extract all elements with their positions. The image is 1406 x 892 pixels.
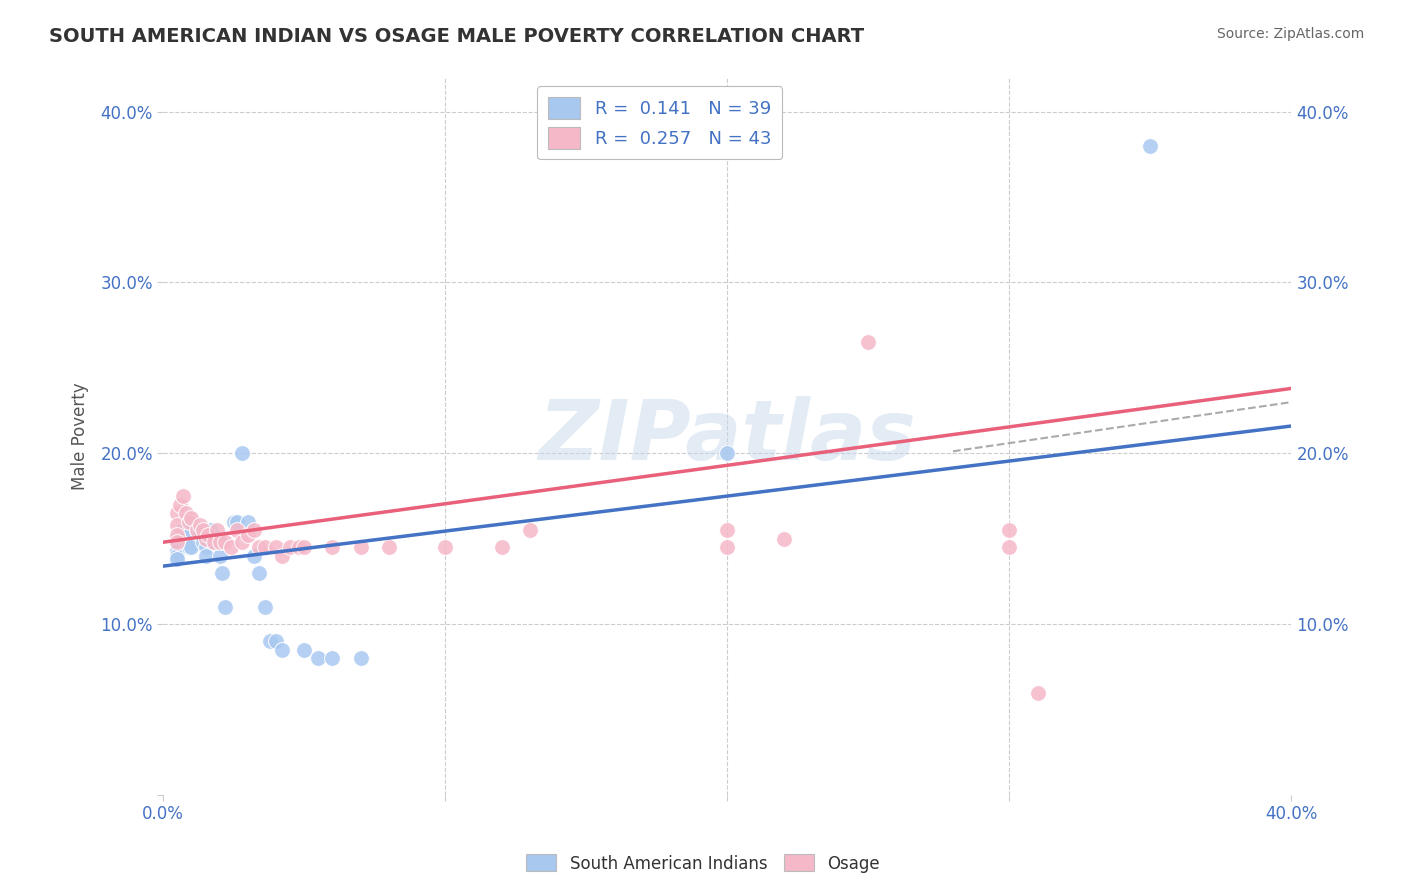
Legend: South American Indians, Osage: South American Indians, Osage [520, 847, 886, 880]
Point [197, 528, 219, 542]
Point [236, 528, 259, 542]
Point [242, 549, 264, 563]
Text: SOUTH AMERICAN INDIAN VS OSAGE MALE POVERTY CORRELATION CHART: SOUTH AMERICAN INDIAN VS OSAGE MALE POVE… [49, 27, 865, 45]
Point [519, 523, 541, 537]
Point [166, 549, 188, 563]
Point [174, 506, 197, 520]
Point [166, 518, 188, 533]
Point [202, 535, 225, 549]
Point [307, 651, 329, 665]
Point [278, 541, 301, 555]
Point [166, 506, 188, 520]
Point [287, 541, 309, 555]
Point [716, 541, 738, 555]
Text: ZIPatlas: ZIPatlas [538, 396, 917, 476]
Point [222, 515, 245, 529]
Point [211, 566, 233, 580]
Point [264, 634, 287, 648]
Point [169, 498, 191, 512]
Point [205, 523, 228, 537]
Point [174, 535, 197, 549]
Point [177, 515, 200, 529]
Point [191, 535, 214, 549]
Point [180, 511, 202, 525]
Point [716, 523, 738, 537]
Point [350, 651, 373, 665]
Point [172, 489, 194, 503]
Point [166, 532, 188, 546]
Point [270, 643, 292, 657]
Point [264, 541, 287, 555]
Point [321, 541, 343, 555]
Point [231, 535, 253, 549]
Point [434, 541, 457, 555]
Point [180, 523, 202, 537]
Point [166, 543, 188, 558]
Point [188, 518, 211, 533]
Point [188, 523, 211, 537]
Point [259, 634, 281, 648]
Point [231, 446, 253, 460]
Point [180, 541, 202, 555]
Point [186, 523, 208, 537]
Point [225, 515, 247, 529]
Point [772, 532, 794, 546]
Point [998, 541, 1021, 555]
Text: Source: ZipAtlas.com: Source: ZipAtlas.com [1216, 27, 1364, 41]
Point [177, 541, 200, 555]
Point [270, 549, 292, 563]
Point [214, 535, 236, 549]
Point [194, 549, 217, 563]
Point [180, 515, 202, 529]
Point [186, 523, 208, 537]
Point [194, 532, 217, 546]
Point [716, 446, 738, 460]
Point [247, 566, 270, 580]
Point [292, 643, 315, 657]
Y-axis label: Male Poverty: Male Poverty [72, 383, 89, 490]
Point [1026, 685, 1049, 699]
Point [200, 523, 222, 537]
Legend: R =  0.141   N = 39, R =  0.257   N = 43: R = 0.141 N = 39, R = 0.257 N = 43 [537, 87, 782, 160]
Point [166, 552, 188, 566]
Point [292, 541, 315, 555]
Point [378, 541, 401, 555]
Point [208, 549, 231, 563]
Point [172, 528, 194, 542]
Point [172, 523, 194, 537]
Point [214, 600, 236, 615]
Point [166, 535, 188, 549]
Point [208, 535, 231, 549]
Point [247, 541, 270, 555]
Point [350, 541, 373, 555]
Point [491, 541, 513, 555]
Point [236, 515, 259, 529]
Point [253, 541, 276, 555]
Point [202, 535, 225, 549]
Point [858, 335, 880, 350]
Point [242, 523, 264, 537]
Point [321, 651, 343, 665]
Point [1139, 138, 1161, 153]
Point [253, 600, 276, 615]
Point [166, 535, 188, 549]
Point [225, 523, 247, 537]
Point [191, 523, 214, 537]
Point [194, 541, 217, 555]
Point [219, 541, 242, 555]
Point [208, 535, 231, 549]
Point [166, 528, 188, 542]
Point [998, 523, 1021, 537]
